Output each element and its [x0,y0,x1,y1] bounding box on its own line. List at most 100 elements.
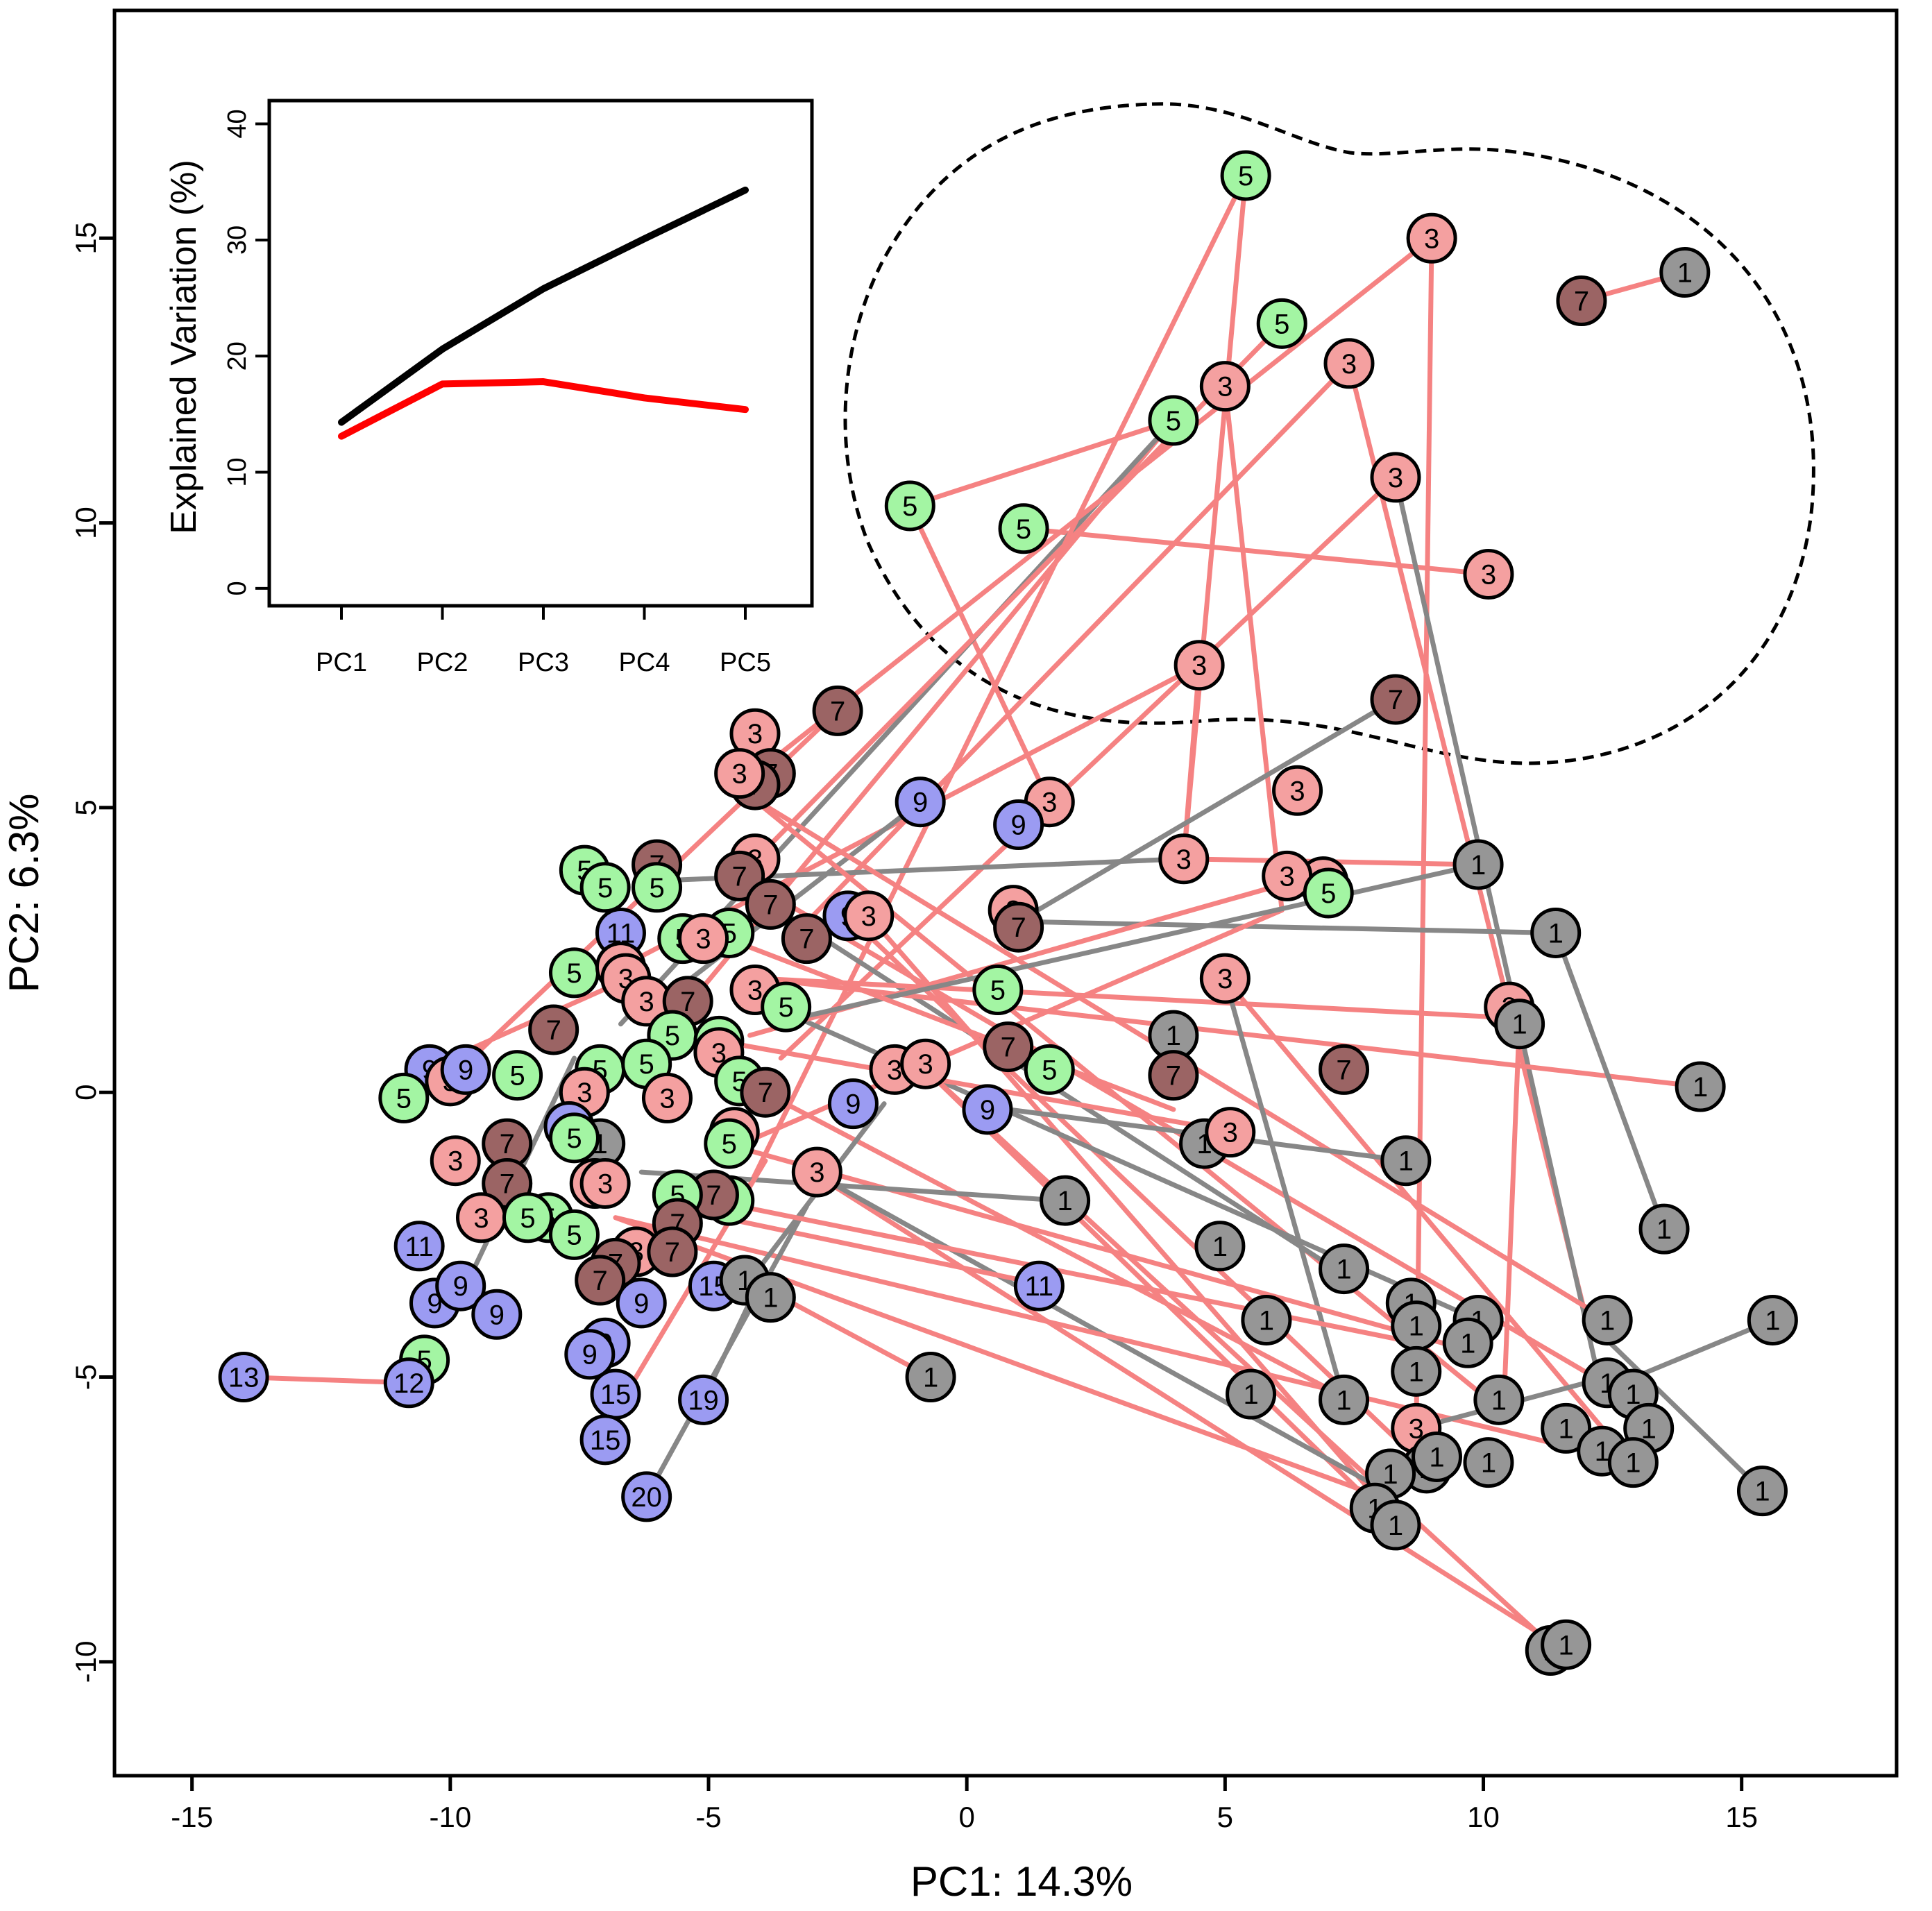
point-label: 15 [590,1425,621,1456]
point-label: 9 [453,1271,468,1302]
point-circle [575,1255,626,1306]
point-circle [435,1260,486,1311]
point-label: 1 [1460,1328,1475,1359]
point-marker-10: 5 [998,503,1049,554]
point-marker-23: 3 [1158,833,1210,885]
point-circle [884,480,935,532]
point-label: 3 [732,759,747,790]
point-marker-113: 9 [435,1260,486,1311]
edge-line-3 [907,418,1176,509]
point-circle [812,685,863,736]
point-circle [998,503,1049,554]
y-tick-label: 5 [69,799,102,815]
inset-x-tick-label: PC3 [518,648,569,677]
edge-line-39 [783,1101,1341,1397]
point-circle [745,1272,796,1323]
y-tick-label: -10 [69,1641,102,1683]
point-label: 1 [923,1363,938,1393]
edge-line-62 [768,862,1481,1027]
point-label: 1 [763,1283,778,1314]
point-circle [616,1277,667,1329]
point-marker-127: 1 [1442,1317,1493,1368]
point-circle [1556,275,1607,327]
point-label: 1 [1471,850,1486,881]
point-label: 1 [1693,1072,1708,1103]
y-tick-label: -5 [69,1364,102,1390]
edge-line-34 [1222,976,1610,1437]
point-circle [1442,1317,1493,1368]
point-label: 3 [577,1078,592,1108]
point-marker-15: 3 [729,708,781,759]
point-circle [1391,1345,1442,1397]
point-circle [1638,1203,1690,1255]
point-label: 9 [980,1095,995,1126]
point-circle [1530,907,1582,958]
point-marker-21: 9 [895,776,946,828]
point-marker-121: 1 [1241,1294,1292,1345]
point-label: 1 [1491,1385,1507,1416]
point-circle [1199,361,1251,412]
point-marker-89: 3 [430,1135,481,1187]
point-circle [1659,246,1711,298]
point-label: 7 [546,1015,561,1046]
point-marker-84: 5 [548,1112,600,1164]
point-label: 1 [1388,1511,1403,1541]
point-marker-156: 1 [1541,1619,1592,1670]
point-marker-9: 5 [884,480,935,532]
edge-line-7 [737,173,1248,1209]
point-marker-130: 1 [1391,1345,1442,1397]
point-circle [827,1078,879,1130]
edge-line-55 [1584,1317,1765,1494]
inset-y-tick-label: 40 [223,109,252,138]
point-label: 7 [1166,1061,1181,1092]
point-circle [678,913,729,965]
point-label: 5 [566,958,582,989]
point-marker-152: 20 [621,1471,672,1522]
point-marker-125: 1 [1747,1294,1798,1345]
edge-line-8 [1414,235,1434,1431]
point-label: 7 [665,1237,680,1268]
point-circle [1303,867,1354,919]
point-marker-117: 11 [1013,1260,1065,1311]
point-circle [1148,395,1199,446]
point-label: 3 [639,987,654,1017]
point-circle [218,1352,269,1403]
point-circle [1256,298,1307,349]
point-label: 3 [1481,559,1496,590]
point-circle [1226,1368,1277,1420]
point-circle [1452,839,1504,890]
point-marker-86: 5 [704,1118,755,1169]
point-marker-44: 1 [1530,907,1582,958]
point-label: 1 [1625,1379,1641,1410]
point-circle [383,1357,434,1409]
inset-frame [267,99,814,608]
point-circle [1148,1050,1199,1101]
point-label: 1 [1548,918,1564,949]
point-circle [1541,1402,1592,1454]
points-layer: 5371533535533773773339937531557335793371… [218,150,1798,1676]
point-marker-98: 1 [1040,1175,1091,1226]
point-label: 9 [489,1300,505,1330]
point-label: 1 [1429,1442,1444,1472]
point-label: 7 [1010,912,1026,943]
point-circle [502,1192,553,1243]
point-marker-88: 3 [1205,1107,1256,1158]
point-circle [740,1067,791,1118]
point-marker-151: 1 [1736,1466,1788,1517]
point-label: 5 [566,1220,582,1250]
point-label: 1 [1558,1630,1573,1661]
point-label: 1 [1409,1357,1424,1387]
x-tick-label: 15 [1725,1801,1758,1833]
point-label: 7 [593,1266,608,1296]
point-circle [548,1112,600,1164]
point-marker-148: 1 [1412,1431,1463,1482]
point-label: 7 [500,1169,515,1200]
point-label: 7 [758,1078,773,1108]
point-circle [1173,640,1225,691]
point-marker-56: 7 [528,1004,579,1055]
point-label: 5 [1166,406,1181,436]
point-circle [378,1072,430,1123]
edge-line-37 [923,1067,1553,1647]
point-circle [1024,1044,1075,1095]
point-marker-131: 1 [905,1352,956,1403]
